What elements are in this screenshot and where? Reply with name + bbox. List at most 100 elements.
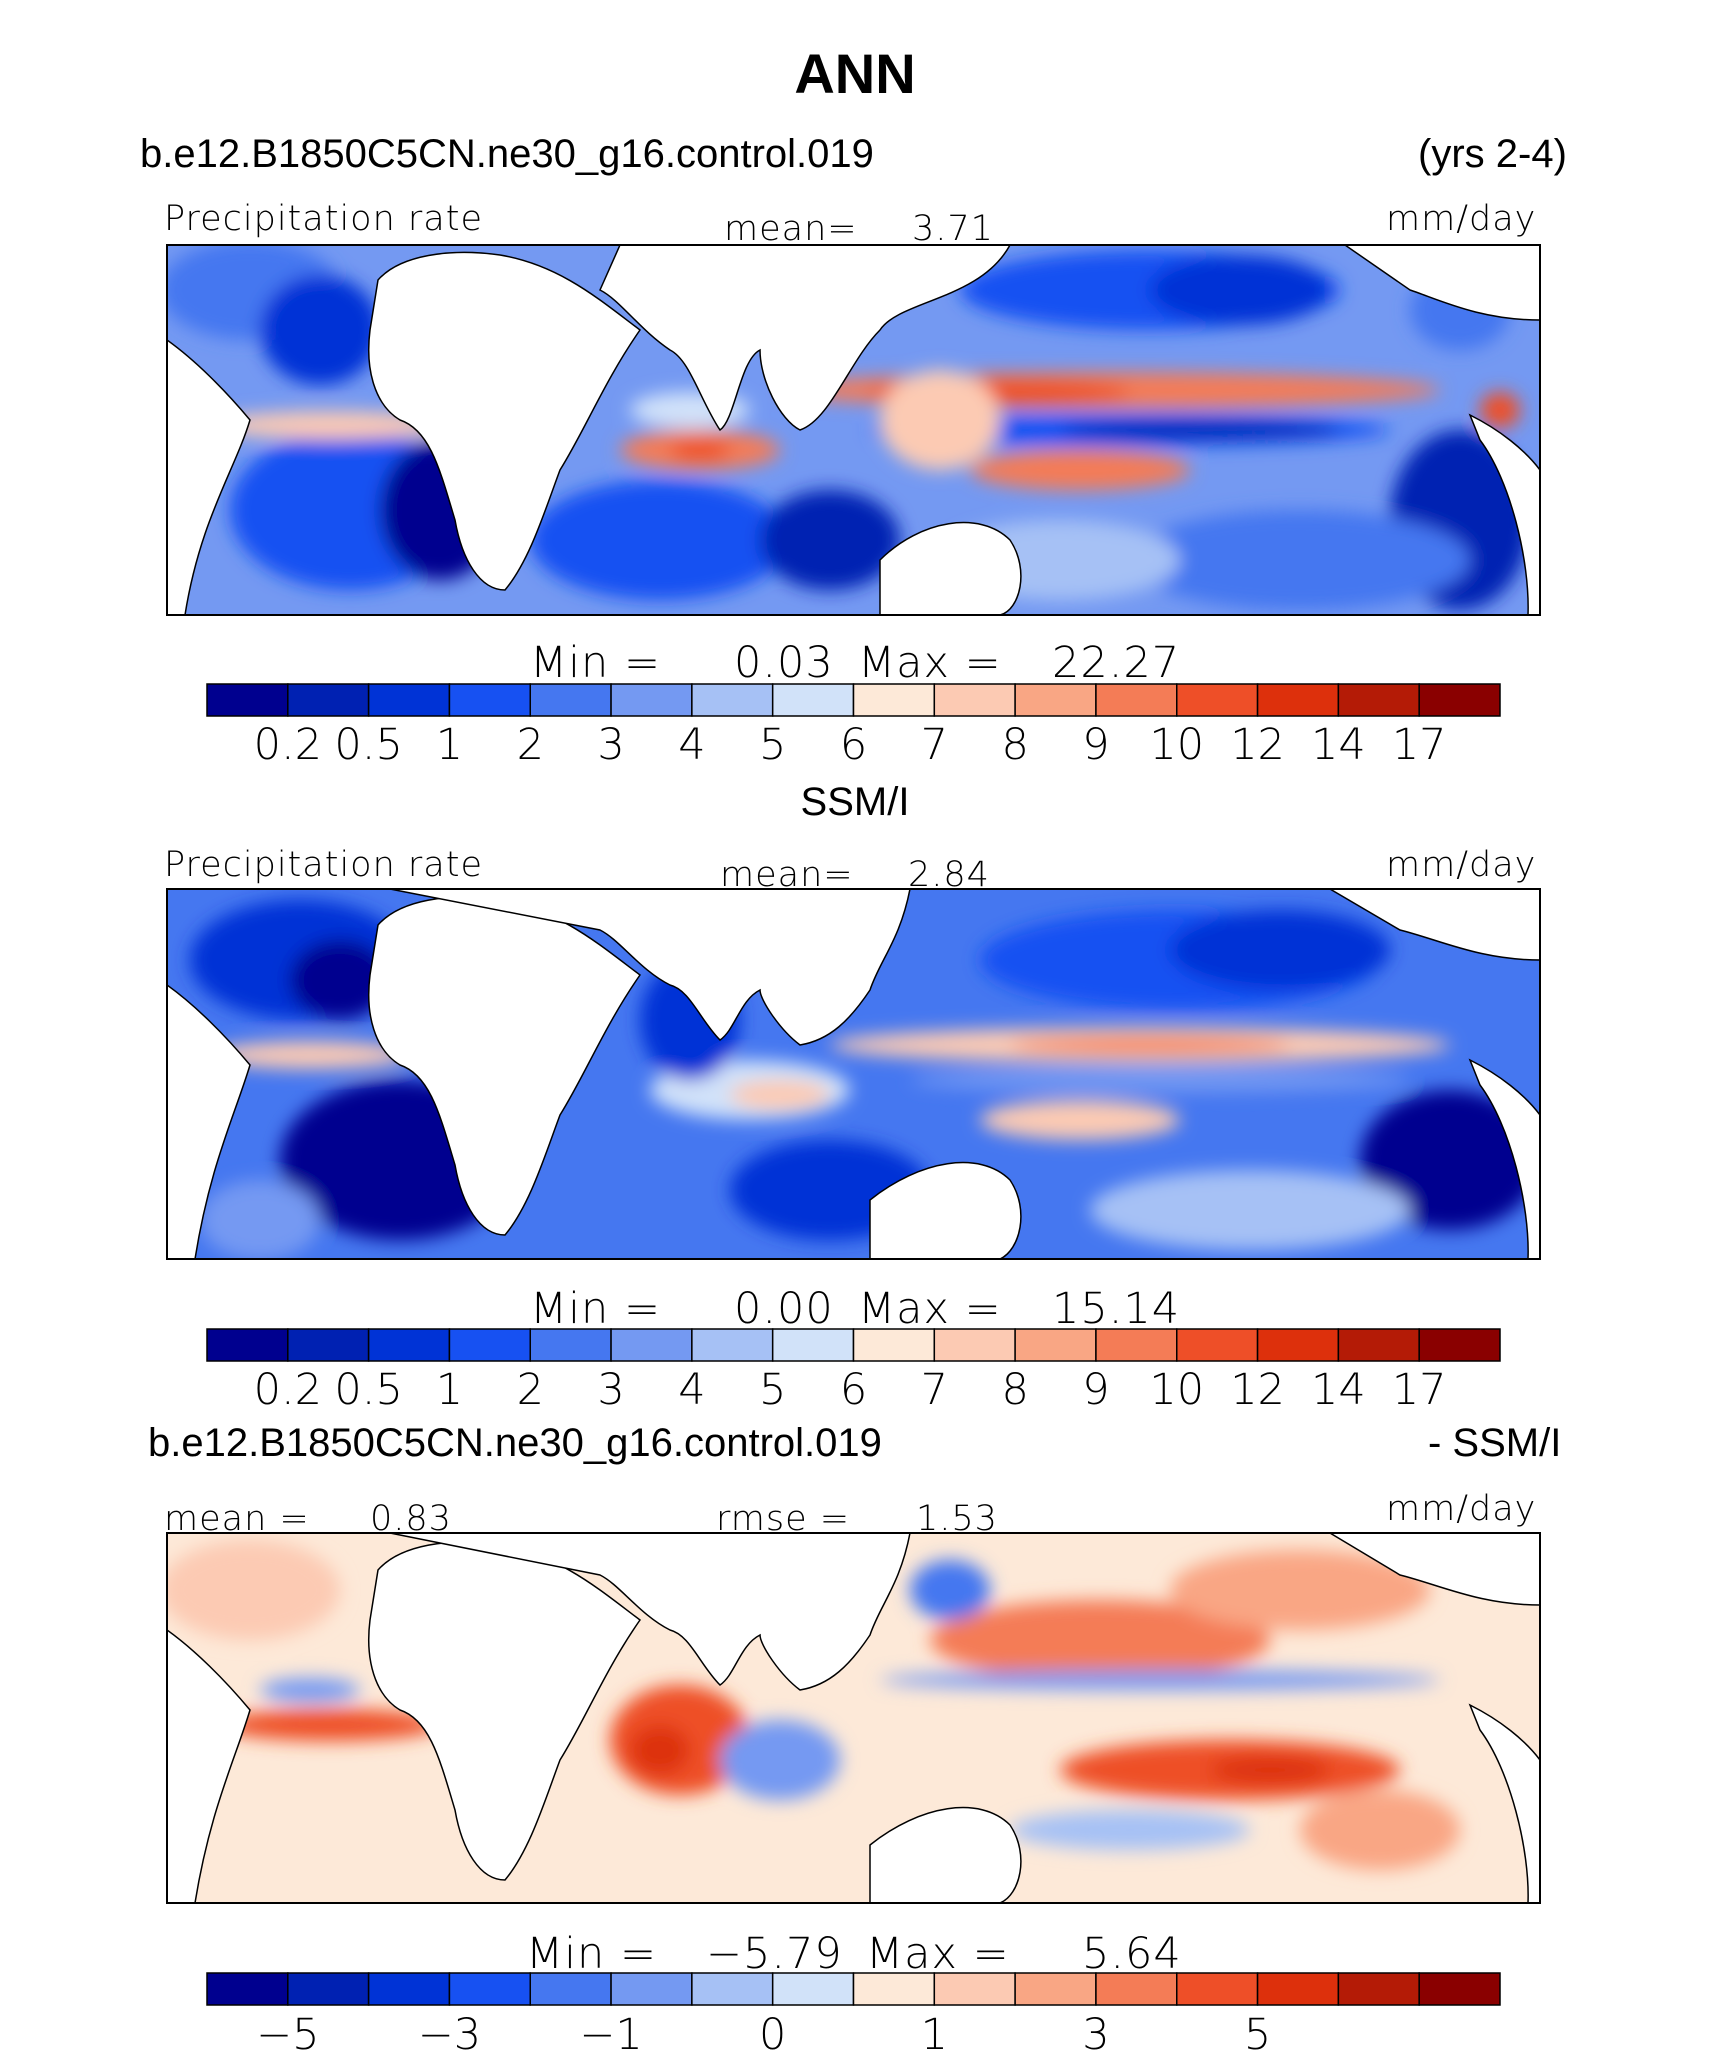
colorbar-tick-label: 4 xyxy=(678,1365,706,1415)
colorbar-tick-label: 2 xyxy=(516,720,544,770)
panel3-frame xyxy=(166,1532,1541,1904)
panel3-min-label: Min = xyxy=(526,1929,657,1979)
colorbar-tick-label: 5 xyxy=(759,720,787,770)
panel2-units: mm/day xyxy=(1386,845,1537,885)
colorbar-cell xyxy=(771,1328,855,1362)
diff-case-name: b.e12.B1850C5CN.ne30_g16.control.019 xyxy=(148,1421,882,1465)
colorbar-tick-label: 6 xyxy=(839,1365,868,1415)
panel3-units: mm/day xyxy=(1386,1489,1537,1529)
obs-title: SSM/I xyxy=(800,780,910,824)
colorbar-tick-label: 0.5 xyxy=(334,1365,403,1415)
colorbar-cell xyxy=(610,1328,693,1362)
panel1-min-label: Min = xyxy=(530,638,661,688)
colorbar-tick-label: 5 xyxy=(1243,2010,1272,2060)
panel1-colorbar xyxy=(206,683,1501,717)
colorbar-tick-label: 8 xyxy=(1001,1365,1029,1415)
colorbar-tick-label: 3 xyxy=(597,1365,625,1415)
colorbar-tick-label: 4 xyxy=(678,720,706,770)
colorbar-cell xyxy=(852,1972,936,2006)
figure-title: ANN xyxy=(794,42,916,105)
colorbar-cell xyxy=(610,683,693,717)
colorbar-cell xyxy=(448,1972,531,2006)
colorbar-tick-label: 10 xyxy=(1149,1365,1205,1415)
colorbar-tick-label: 12 xyxy=(1230,1365,1285,1415)
panel3-mean-label: mean = xyxy=(164,1499,310,1539)
colorbar-tick-label: 8 xyxy=(1001,720,1029,770)
colorbar-tick-label: 17 xyxy=(1391,1365,1447,1415)
panel3-rmse-label: rmse = xyxy=(716,1499,851,1539)
colorbar-tick-label: 14 xyxy=(1311,720,1366,770)
panel3-max-value: 5.64 xyxy=(1082,1929,1182,1979)
colorbar-cell xyxy=(206,1328,289,1362)
colorbar-cell xyxy=(1014,1328,1097,1362)
colorbar-cell xyxy=(448,683,531,717)
colorbar-tick-label: 9 xyxy=(1082,1365,1110,1415)
colorbar-cell xyxy=(1418,1972,1501,2006)
panel1-frame xyxy=(166,244,1541,616)
panel2-map xyxy=(167,889,1540,1259)
colorbar-cell xyxy=(367,683,451,717)
panel2-mean-value: 2.84 xyxy=(908,855,990,895)
colorbar-tick-label: −3 xyxy=(417,2010,482,2060)
colorbar-cell xyxy=(1337,683,1420,717)
colorbar-tick-label: −5 xyxy=(256,2010,320,2060)
colorbar-cell xyxy=(1256,683,1340,717)
panel1-max-value: 22.27 xyxy=(1052,638,1181,688)
colorbar-cell xyxy=(206,1972,289,2006)
colorbar-cell xyxy=(1256,1972,1340,2006)
panel1-mean-value: 3.71 xyxy=(912,209,994,249)
colorbar-cell xyxy=(1095,1972,1178,2006)
panel3-rmse-value: 1.53 xyxy=(916,1499,998,1539)
panel1-map xyxy=(167,245,1540,615)
colorbar-tick-label: 10 xyxy=(1149,720,1205,770)
panel2-min-label: Min = xyxy=(530,1284,661,1334)
colorbar-tick-label: 6 xyxy=(839,720,868,770)
panel2-max-label: Max = xyxy=(858,1284,1002,1334)
colorbar-cell xyxy=(287,1972,370,2006)
colorbar-tick-label: 9 xyxy=(1082,720,1110,770)
colorbar-tick-label: 3 xyxy=(597,720,625,770)
colorbar-cell xyxy=(933,1972,1016,2006)
colorbar-cell xyxy=(206,683,289,717)
colorbar-tick-label: 0.2 xyxy=(253,1365,322,1415)
panel2-mean-label: mean= xyxy=(720,855,854,895)
panel2-min-value: 0.00 xyxy=(734,1284,834,1334)
colorbar-cell xyxy=(367,1328,451,1362)
colorbar-cell xyxy=(1176,683,1259,717)
colorbar-cell xyxy=(852,683,936,717)
panel3-mean-value: 0.83 xyxy=(370,1499,452,1539)
colorbar-cell xyxy=(933,1328,1016,1362)
colorbar-cell xyxy=(287,1328,370,1362)
colorbar-tick-label: 17 xyxy=(1391,720,1447,770)
colorbar-cell xyxy=(1256,1328,1340,1362)
panel1-max-label: Max = xyxy=(858,638,1002,688)
colorbar-tick-label: −1 xyxy=(579,2010,643,2060)
panel1-units: mm/day xyxy=(1386,199,1537,239)
case-name: b.e12.B1850C5CN.ne30_g16.control.019 xyxy=(140,132,874,176)
colorbar-cell xyxy=(771,1972,855,2006)
colorbar-cell xyxy=(529,1328,612,1362)
colorbar-cell xyxy=(852,1328,936,1362)
panel1-min-value: 0.03 xyxy=(734,638,834,688)
colorbar-cell xyxy=(933,683,1016,717)
panel3-max-label: Max = xyxy=(866,1929,1010,1979)
colorbar-cell xyxy=(1014,683,1097,717)
colorbar-tick-label: 2 xyxy=(516,1365,544,1415)
colorbar-cell xyxy=(1095,683,1178,717)
panel3-colorbar xyxy=(206,1972,1501,2006)
colorbar-cell xyxy=(529,683,612,717)
colorbar-cell xyxy=(529,1972,612,2006)
colorbar-tick-label: 12 xyxy=(1230,720,1285,770)
panel2-colorbar xyxy=(206,1328,1501,1362)
colorbar-tick-label: 5 xyxy=(759,1365,787,1415)
panel2-frame xyxy=(166,888,1541,1260)
colorbar-tick-label: 0 xyxy=(759,2010,787,2060)
panel2-variable-label: Precipitation rate xyxy=(164,845,483,885)
colorbar-tick-label: 1 xyxy=(920,2010,948,2060)
colorbar-cell xyxy=(691,1972,774,2006)
colorbar-cell xyxy=(1337,1972,1420,2006)
diff-obs-name: - SSM/I xyxy=(1428,1421,1562,1465)
colorbar-cell xyxy=(1014,1972,1097,2006)
panel2-max-value: 15.14 xyxy=(1052,1284,1181,1334)
